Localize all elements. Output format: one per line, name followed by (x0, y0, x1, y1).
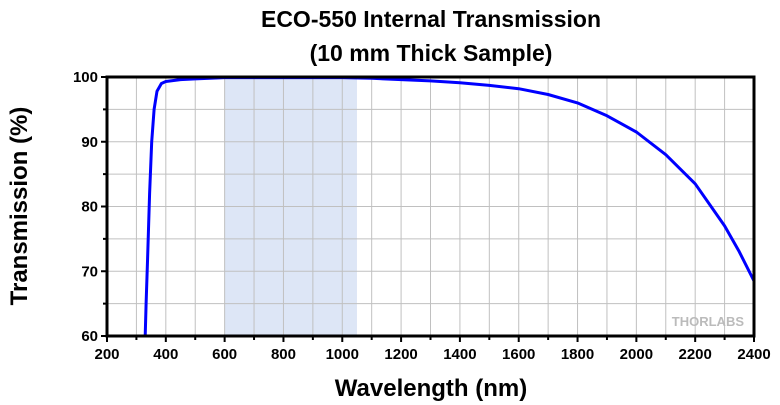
x-tick-label: 800 (271, 346, 296, 363)
y-tick-label: 60 (81, 328, 98, 345)
x-tick-label: 1600 (502, 346, 535, 363)
y-tick-label: 90 (81, 134, 98, 151)
thorlabs-watermark: THORLABS (672, 314, 745, 329)
plot-frame (105, 75, 756, 338)
x-tick-label: 600 (212, 346, 237, 363)
chart-subtitle: (10 mm Thick Sample) (309, 40, 553, 66)
x-tick-label: 1200 (384, 346, 417, 363)
x-axis-label: Wavelength (nm) (335, 375, 527, 402)
x-tick-label: 200 (94, 346, 119, 363)
x-tick-label: 1400 (443, 346, 476, 363)
chart-title: ECO-550 Internal Transmission (260, 6, 601, 32)
y-axis-label: Transmission (%) (6, 107, 33, 306)
y-tick-label: 70 (81, 263, 98, 280)
x-tick-label: 1000 (326, 346, 359, 363)
y-tick-label: 80 (81, 199, 98, 216)
x-tick-label: 2400 (737, 346, 770, 363)
x-tick-label: 2000 (620, 346, 653, 363)
y-tick-label: 100 (73, 69, 98, 86)
x-tick-label: 2200 (678, 346, 711, 363)
x-tick-label: 1800 (561, 346, 594, 363)
x-tick-label: 400 (153, 346, 178, 363)
